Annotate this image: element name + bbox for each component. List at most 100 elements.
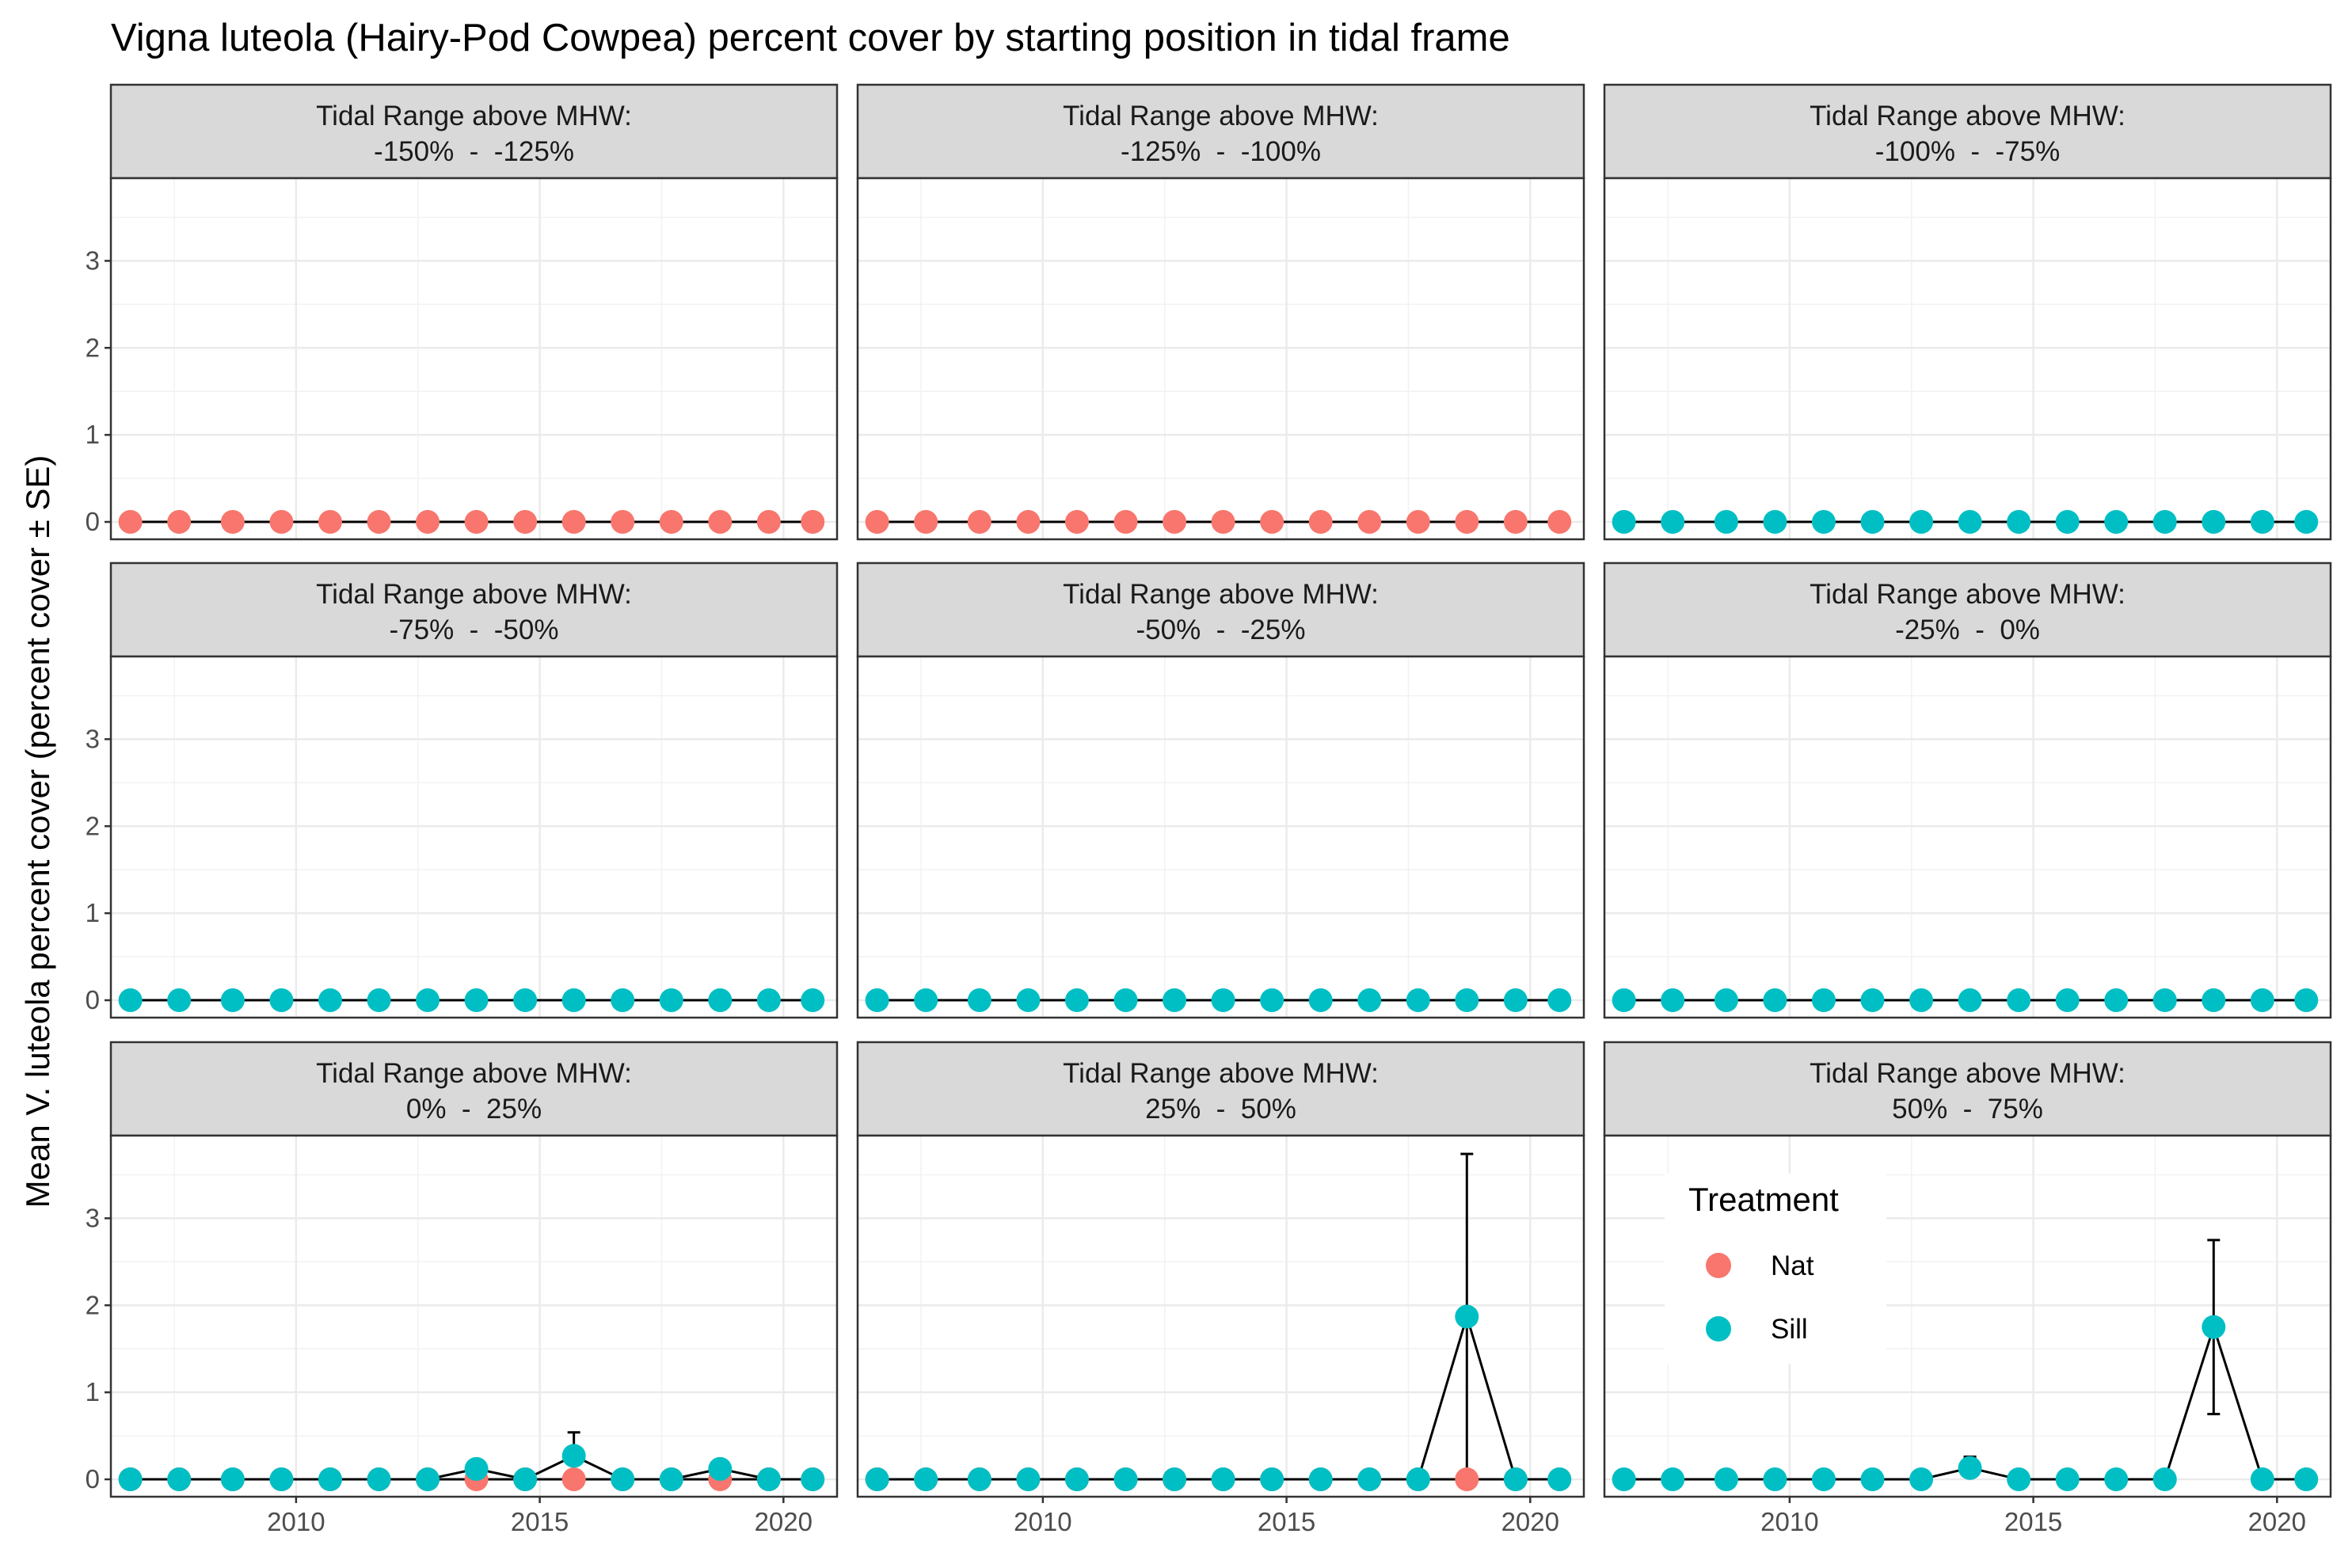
y-tick-label: 0	[86, 1464, 100, 1494]
data-point-sill	[1763, 988, 1787, 1013]
data-point-nat	[1113, 510, 1138, 535]
data-point-sill	[318, 1467, 342, 1492]
data-point-nat	[967, 510, 991, 535]
plot-background	[858, 657, 1584, 1018]
x-tick-label: 2020	[2248, 1507, 2306, 1536]
data-point-nat	[220, 510, 245, 535]
data-point-sill	[118, 988, 143, 1013]
data-point-sill	[865, 988, 889, 1013]
data-point-sill	[865, 1467, 889, 1492]
data-point-sill	[1612, 1467, 1636, 1492]
data-point-sill	[1016, 1467, 1041, 1492]
plot-background	[1604, 657, 2331, 1018]
plot-background	[1604, 178, 2331, 539]
facet-panel: Tidal Range above MHW: -75% - -50% 0 1 2 3	[86, 561, 839, 1019]
legend-key-sill	[1706, 1316, 1731, 1342]
data-point-sill	[464, 988, 489, 1013]
data-point-nat	[513, 510, 538, 535]
data-point-nat	[367, 510, 391, 535]
data-point-sill	[2055, 988, 2080, 1013]
facet-strip-heading: Tidal Range above MHW:	[1810, 1058, 2126, 1089]
data-point-sill	[1016, 988, 1041, 1013]
data-point-sill	[2202, 1315, 2226, 1339]
data-point-nat	[1455, 510, 1479, 535]
plot-background	[111, 178, 837, 539]
data-point-sill	[2007, 510, 2031, 535]
data-point-sill	[561, 1444, 586, 1468]
data-point-sill	[416, 1467, 440, 1492]
y-tick-label: 3	[86, 1203, 100, 1232]
data-point-sill	[2294, 988, 2319, 1013]
data-point-sill	[269, 988, 294, 1013]
data-point-sill	[611, 1467, 635, 1492]
facet-strip	[109, 1041, 839, 1137]
data-point-sill	[967, 1467, 991, 1492]
data-point-sill	[1612, 988, 1636, 1013]
data-point-sill	[1064, 1467, 1089, 1492]
data-point-sill	[2202, 510, 2226, 535]
data-point-sill	[2104, 988, 2129, 1013]
data-point-sill	[659, 988, 683, 1013]
data-point-nat	[561, 510, 586, 535]
data-point-sill	[1811, 988, 1836, 1013]
data-point-sill	[2055, 510, 2080, 535]
data-point-nat	[167, 510, 192, 535]
facet-panel: Tidal Range above MHW: -100% - -75%	[1603, 83, 2332, 541]
data-point-sill	[167, 1467, 192, 1492]
data-point-sill	[220, 1467, 245, 1492]
data-point-sill	[561, 988, 586, 1013]
panel-border	[856, 177, 1585, 541]
data-point-sill	[2294, 510, 2319, 535]
data-point-sill	[2250, 510, 2274, 535]
data-point-sill	[914, 1467, 938, 1492]
panel-border	[109, 655, 839, 1019]
data-point-sill	[2202, 988, 2226, 1013]
data-point-sill	[1211, 988, 1235, 1013]
data-point-sill	[1406, 988, 1430, 1013]
data-point-nat	[269, 510, 294, 535]
panel-border	[109, 1134, 839, 1498]
data-point-sill	[708, 1456, 733, 1481]
data-point-sill	[1163, 1467, 1187, 1492]
data-point-sill	[367, 1467, 391, 1492]
facet-panel: Tidal Range above MHW: -25% - 0%	[1603, 561, 2332, 1019]
data-point-sill	[318, 988, 342, 1013]
data-point-sill	[1714, 510, 1738, 535]
facet-strip-range: -75% - -50%	[390, 615, 559, 645]
data-point-sill	[2250, 1467, 2274, 1492]
facet-panel: Tidal Range above MHW: 0% - 25% 0 1 2 3 2010 20…	[86, 1041, 839, 1536]
data-point-sill	[1455, 988, 1479, 1013]
facet-strip	[856, 1041, 1585, 1137]
facet-strip-heading: Tidal Range above MHW:	[316, 1058, 632, 1089]
facet-strip-heading: Tidal Range above MHW:	[1810, 101, 2126, 131]
data-point-sill	[1714, 1467, 1738, 1492]
y-tick-label: 1	[86, 1377, 100, 1406]
data-point-sill	[1860, 510, 1885, 535]
facet-strip	[109, 83, 839, 180]
x-tick-label: 2015	[2004, 1507, 2062, 1536]
legend: Treatment Nat Sill	[1665, 1174, 1886, 1364]
data-point-sill	[1661, 510, 1685, 535]
y-tick-label: 0	[86, 507, 100, 536]
data-point-nat	[801, 510, 825, 535]
facet-panels: Tidal Range above MHW:-150% - -125%0123T…	[86, 83, 2332, 1536]
facet-strip-heading: Tidal Range above MHW:	[316, 579, 632, 610]
data-point-nat	[1163, 510, 1187, 535]
data-point-sill	[2152, 988, 2177, 1013]
data-point-nat	[756, 510, 781, 535]
data-point-sill	[1958, 988, 1982, 1013]
data-point-sill	[1308, 988, 1333, 1013]
data-point-sill	[1503, 988, 1528, 1013]
data-point-sill	[1909, 988, 1934, 1013]
facet-strip-heading: Tidal Range above MHW:	[316, 101, 632, 131]
legend-label-nat: Nat	[1771, 1250, 1814, 1281]
data-point-nat	[1308, 510, 1333, 535]
data-point-nat	[914, 510, 938, 535]
facet-strip-range: 0% - 25%	[406, 1094, 542, 1125]
facet-panel: Tidal Range above MHW: -125% - -100%	[856, 83, 1585, 541]
data-point-sill	[801, 988, 825, 1013]
data-point-sill	[1357, 988, 1382, 1013]
data-point-nat	[118, 510, 143, 535]
chart-title: Vigna luteola (Hairy-Pod Cowpea) percent…	[111, 17, 1510, 59]
